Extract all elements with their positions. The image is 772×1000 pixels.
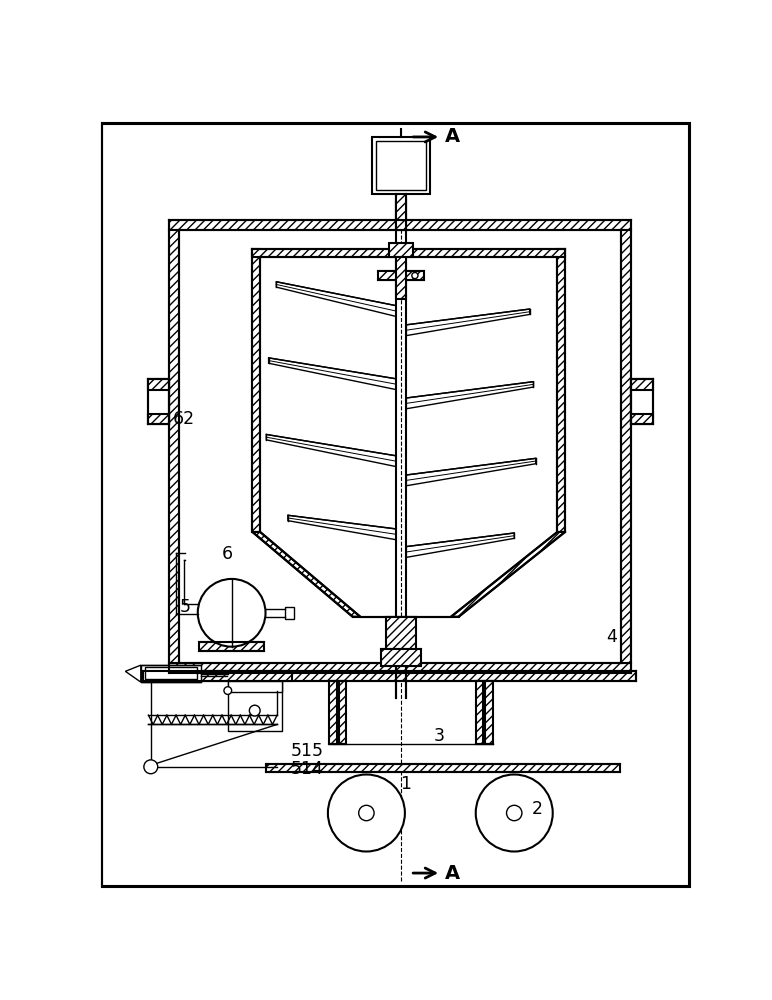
Circle shape	[249, 705, 260, 716]
Bar	[147, 379, 169, 389]
Text: 2: 2	[532, 800, 543, 818]
Text: 1: 1	[400, 775, 411, 793]
Bar	[143, 671, 293, 681]
Bar	[228, 681, 282, 692]
Text: 514: 514	[291, 760, 323, 778]
Polygon shape	[125, 665, 141, 682]
Bar	[389, 243, 413, 257]
Bar	[376, 141, 426, 190]
Text: 62: 62	[172, 410, 195, 428]
Bar	[285, 607, 294, 619]
Polygon shape	[269, 358, 396, 389]
Bar	[372, 137, 430, 194]
Text: A: A	[445, 127, 460, 146]
Text: A: A	[445, 864, 460, 883]
Polygon shape	[288, 515, 396, 540]
Bar	[621, 230, 631, 663]
Bar	[199, 642, 264, 651]
Circle shape	[224, 687, 232, 694]
Bar	[631, 379, 653, 389]
Bar	[330, 681, 337, 744]
Bar	[386, 617, 416, 649]
Bar	[378, 271, 424, 280]
Text: 5: 5	[179, 598, 190, 616]
Bar	[339, 681, 347, 744]
Circle shape	[359, 805, 374, 821]
Text: 4: 4	[607, 628, 618, 646]
Bar	[631, 414, 653, 424]
Circle shape	[411, 272, 418, 279]
Bar	[252, 249, 260, 532]
Bar	[396, 194, 406, 220]
Text: 3: 3	[433, 727, 445, 745]
Bar	[169, 220, 631, 230]
Bar	[228, 681, 282, 731]
Circle shape	[476, 774, 553, 852]
Polygon shape	[406, 309, 530, 336]
Polygon shape	[266, 434, 396, 466]
Polygon shape	[406, 382, 533, 409]
Circle shape	[506, 805, 522, 821]
Bar	[266, 764, 621, 772]
Polygon shape	[276, 282, 396, 316]
Bar	[396, 257, 406, 299]
Bar	[143, 671, 636, 681]
Bar	[252, 249, 565, 257]
Bar	[476, 681, 483, 744]
Bar	[144, 667, 197, 679]
Bar	[169, 663, 631, 673]
Polygon shape	[406, 458, 536, 486]
Text: 6: 6	[222, 545, 232, 563]
Bar	[557, 249, 565, 532]
Circle shape	[198, 579, 266, 647]
Bar	[381, 649, 421, 666]
Bar	[169, 230, 179, 663]
Bar	[147, 379, 169, 424]
Circle shape	[328, 774, 405, 852]
Bar	[141, 665, 201, 682]
Circle shape	[144, 760, 157, 774]
Bar	[631, 379, 653, 424]
Bar	[147, 414, 169, 424]
Text: 515: 515	[291, 742, 324, 760]
Polygon shape	[451, 532, 565, 617]
Polygon shape	[252, 532, 361, 617]
Bar	[396, 220, 406, 230]
Bar	[485, 681, 493, 744]
Polygon shape	[406, 533, 514, 557]
